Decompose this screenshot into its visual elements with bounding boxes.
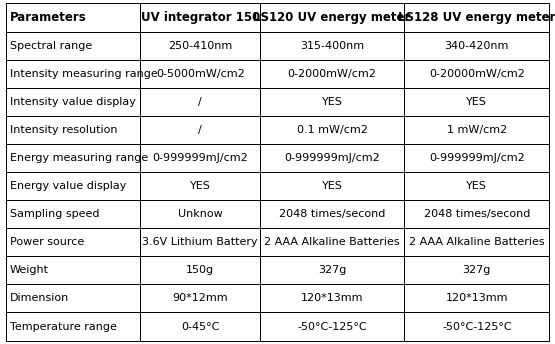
Text: 0-999999mJ/cm2: 0-999999mJ/cm2 bbox=[429, 153, 524, 163]
Bar bbox=[260, 60, 404, 88]
Bar bbox=[6, 144, 140, 172]
Text: 120*13mm: 120*13mm bbox=[446, 293, 508, 303]
Text: 0-999999mJ/cm2: 0-999999mJ/cm2 bbox=[153, 153, 248, 163]
Text: Temperature range: Temperature range bbox=[10, 322, 117, 332]
Bar bbox=[140, 312, 260, 341]
Text: 1 mW/cm2: 1 mW/cm2 bbox=[447, 125, 507, 135]
Bar bbox=[140, 60, 260, 88]
Bar bbox=[6, 312, 140, 341]
Text: 327g: 327g bbox=[463, 265, 491, 275]
Bar bbox=[6, 284, 140, 312]
Bar bbox=[260, 32, 404, 60]
Bar bbox=[404, 3, 549, 32]
Text: 2048 times/second: 2048 times/second bbox=[279, 209, 385, 219]
Text: Energy value display: Energy value display bbox=[10, 181, 127, 191]
Text: /: / bbox=[198, 97, 202, 107]
Text: Sampling speed: Sampling speed bbox=[10, 209, 99, 219]
Bar bbox=[260, 88, 404, 116]
Text: YES: YES bbox=[466, 181, 487, 191]
Text: -50°C-125°C: -50°C-125°C bbox=[442, 322, 512, 332]
Bar bbox=[140, 284, 260, 312]
Bar bbox=[260, 256, 404, 284]
Bar bbox=[6, 88, 140, 116]
Bar bbox=[140, 228, 260, 256]
Text: 0-999999mJ/cm2: 0-999999mJ/cm2 bbox=[284, 153, 380, 163]
Bar bbox=[6, 200, 140, 228]
Text: Intensity measuring range: Intensity measuring range bbox=[10, 69, 158, 79]
Bar bbox=[404, 32, 549, 60]
Bar bbox=[404, 172, 549, 200]
Bar bbox=[6, 256, 140, 284]
Text: Power source: Power source bbox=[10, 237, 84, 247]
Bar bbox=[6, 228, 140, 256]
Bar bbox=[6, 32, 140, 60]
Bar bbox=[6, 172, 140, 200]
Bar bbox=[260, 284, 404, 312]
Text: 2 AAA Alkaline Batteries: 2 AAA Alkaline Batteries bbox=[264, 237, 400, 247]
Bar bbox=[140, 200, 260, 228]
Bar bbox=[404, 284, 549, 312]
Text: 0-20000mW/cm2: 0-20000mW/cm2 bbox=[429, 69, 525, 79]
Text: YES: YES bbox=[322, 97, 342, 107]
Bar bbox=[140, 116, 260, 144]
Text: 2048 times/second: 2048 times/second bbox=[423, 209, 530, 219]
Text: 3.6V Lithium Battery: 3.6V Lithium Battery bbox=[143, 237, 258, 247]
Text: Unknow: Unknow bbox=[178, 209, 223, 219]
Bar bbox=[260, 172, 404, 200]
Text: Parameters: Parameters bbox=[10, 11, 87, 24]
Text: LS120 UV energy meter: LS120 UV energy meter bbox=[254, 11, 411, 24]
Text: /: / bbox=[198, 125, 202, 135]
Text: Dimension: Dimension bbox=[10, 293, 69, 303]
Bar bbox=[140, 256, 260, 284]
Bar bbox=[404, 116, 549, 144]
Bar bbox=[140, 144, 260, 172]
Bar bbox=[140, 172, 260, 200]
Text: 340-420nm: 340-420nm bbox=[445, 41, 509, 51]
Bar bbox=[140, 32, 260, 60]
Text: 90*12mm: 90*12mm bbox=[173, 293, 228, 303]
Text: YES: YES bbox=[190, 181, 211, 191]
Bar bbox=[404, 88, 549, 116]
Text: LS128 UV energy meter: LS128 UV energy meter bbox=[398, 11, 555, 24]
Text: YES: YES bbox=[466, 97, 487, 107]
Text: YES: YES bbox=[322, 181, 342, 191]
Text: Intensity resolution: Intensity resolution bbox=[10, 125, 118, 135]
Bar bbox=[260, 200, 404, 228]
Bar bbox=[6, 60, 140, 88]
Bar bbox=[6, 3, 140, 32]
Bar bbox=[404, 200, 549, 228]
Bar bbox=[404, 60, 549, 88]
Text: 0-2000mW/cm2: 0-2000mW/cm2 bbox=[287, 69, 377, 79]
Text: UV integrator 150: UV integrator 150 bbox=[140, 11, 260, 24]
Text: Spectral range: Spectral range bbox=[10, 41, 92, 51]
Text: Intensity value display: Intensity value display bbox=[10, 97, 136, 107]
Bar bbox=[260, 228, 404, 256]
Bar bbox=[140, 88, 260, 116]
Bar bbox=[404, 144, 549, 172]
Bar bbox=[404, 312, 549, 341]
Text: 120*13mm: 120*13mm bbox=[301, 293, 364, 303]
Text: 0.1 mW/cm2: 0.1 mW/cm2 bbox=[297, 125, 367, 135]
Bar bbox=[6, 116, 140, 144]
Text: 0-5000mW/cm2: 0-5000mW/cm2 bbox=[156, 69, 245, 79]
Text: Energy measuring range: Energy measuring range bbox=[10, 153, 148, 163]
Bar bbox=[260, 312, 404, 341]
Bar bbox=[404, 256, 549, 284]
Text: 327g: 327g bbox=[318, 265, 346, 275]
Text: 2 AAA Alkaline Batteries: 2 AAA Alkaline Batteries bbox=[409, 237, 544, 247]
Text: 0-45°C: 0-45°C bbox=[181, 322, 219, 332]
Text: 150g: 150g bbox=[186, 265, 214, 275]
Text: 315-400nm: 315-400nm bbox=[300, 41, 364, 51]
Bar bbox=[260, 3, 404, 32]
Text: -50°C-125°C: -50°C-125°C bbox=[297, 322, 367, 332]
Bar bbox=[260, 116, 404, 144]
Bar bbox=[140, 3, 260, 32]
Text: Weight: Weight bbox=[10, 265, 49, 275]
Bar bbox=[404, 228, 549, 256]
Bar bbox=[260, 144, 404, 172]
Text: 250-410nm: 250-410nm bbox=[168, 41, 233, 51]
